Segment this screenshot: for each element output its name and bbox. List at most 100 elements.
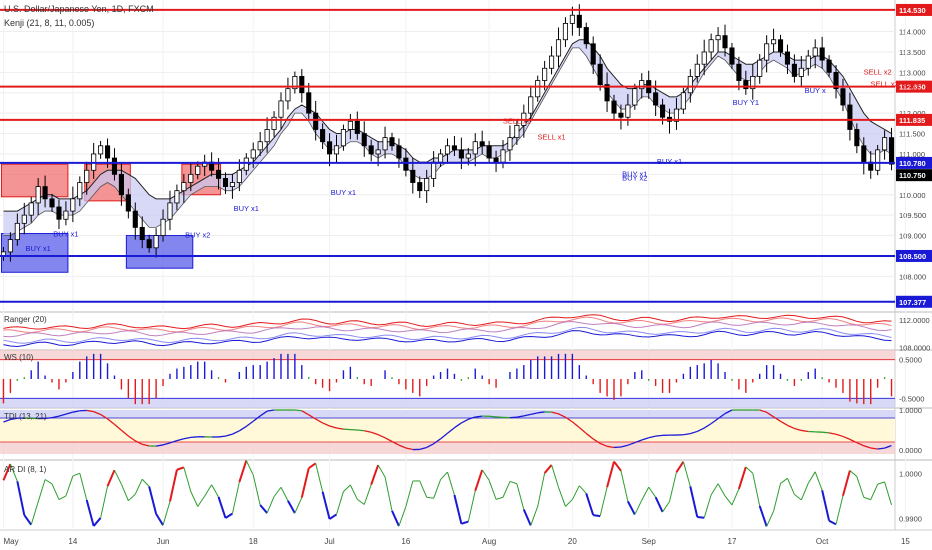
ardi-line-segment: [148, 486, 158, 515]
tdi-line-segment: [599, 442, 608, 447]
tdi-line-segment: [225, 433, 233, 437]
tdi-line-segment: [696, 427, 705, 433]
last-price-bg: [896, 169, 932, 182]
candle-body: [500, 149, 506, 163]
candle-body: [132, 210, 138, 228]
tdi-line-segment: [239, 425, 247, 432]
candle-body: [701, 51, 707, 65]
ardi-line-segment: [141, 478, 150, 487]
level-label-bg: [896, 80, 932, 93]
tdi-line-segment: [142, 443, 150, 447]
candle-body: [576, 14, 582, 28]
x-tick-label: 14: [68, 537, 77, 546]
ardi-line-segment: [349, 484, 358, 500]
tdi-line-segment: [648, 435, 656, 439]
ardi-line-segment: [357, 498, 365, 505]
ardi-line-segment: [433, 479, 442, 499]
candle-body: [70, 198, 76, 212]
sell-zone-box: [0, 163, 69, 198]
ardi-line-segment: [495, 496, 504, 500]
ardi-line-segment: [92, 517, 102, 527]
pane-title: Ranger (20): [4, 315, 47, 324]
tdi-line-segment: [606, 445, 615, 449]
ardi-line-segment: [85, 499, 95, 527]
candle-body: [125, 194, 131, 212]
ardi-line-segment: [884, 481, 893, 506]
candle-body: [673, 108, 680, 122]
signal-label: BUY x1: [26, 244, 51, 253]
ardi-line-segment: [849, 470, 858, 477]
ardi-line-segment: [447, 471, 455, 496]
tdi-line-segment: [690, 430, 698, 435]
candle-body: [98, 145, 104, 155]
ardi-line-segment: [300, 467, 310, 498]
tdi-line-segment: [801, 429, 809, 433]
candle-body: [694, 63, 700, 77]
ardi-line-segment: [453, 494, 463, 525]
ardi-line-segment: [877, 481, 885, 485]
signal-label: BUY x2: [622, 173, 647, 182]
candle-body: [535, 80, 541, 98]
x-tick-label: Jun: [157, 537, 170, 546]
ardi-line-segment: [155, 513, 164, 526]
tdi-line-segment: [121, 429, 129, 437]
candle-body: [181, 182, 187, 192]
level-label-bg: [896, 156, 932, 169]
ardi-line-segment: [176, 466, 185, 471]
ardi-line-segment: [461, 520, 469, 525]
tdi-line-segment: [787, 424, 795, 430]
ardi-line-segment: [259, 504, 268, 514]
candle-body: [618, 112, 624, 118]
tdi-line-segment: [162, 442, 171, 446]
level-label: 107.377: [899, 298, 926, 307]
tdi-line-segment: [585, 432, 594, 440]
candle-body: [743, 80, 749, 90]
ardi-line-segment: [329, 513, 338, 520]
tdi-line-segment: [578, 427, 587, 434]
ardi-line-segment: [516, 483, 525, 510]
candle-body: [368, 145, 374, 155]
ardi-line-segment: [100, 486, 109, 519]
ardi-line-segment: [190, 491, 199, 507]
candle-body: [597, 63, 603, 85]
candle-body: [798, 67, 804, 77]
ardi-line-segment: [245, 460, 254, 476]
tdi-line-segment: [10, 417, 18, 421]
candle-body: [14, 222, 20, 241]
ardi-line-segment: [578, 485, 587, 494]
candle-body: [229, 182, 235, 188]
tdi-line-segment: [509, 416, 517, 419]
ardi-line-segment: [745, 466, 754, 474]
ranger-line: [3, 326, 892, 344]
level-label-bg: [896, 295, 932, 308]
pane-title: TDI (13, 21): [4, 412, 47, 421]
tdi-line-segment: [301, 410, 310, 416]
ardi-line-segment: [731, 488, 740, 506]
y-tick-label: 0.9900: [899, 515, 922, 524]
tdi-line-segment: [863, 445, 871, 449]
ardi-line-segment: [363, 484, 372, 505]
x-tick-label: 20: [568, 537, 577, 546]
tdi-line-segment: [822, 431, 830, 434]
candle-body: [375, 149, 381, 155]
tdi-line-segment: [86, 409, 94, 413]
candle-body: [84, 169, 90, 183]
ardi-line-segment: [252, 474, 261, 506]
tdi-line-segment: [766, 411, 774, 418]
signal-label: BUY x1: [234, 204, 259, 213]
ardi-line-segment: [780, 477, 788, 484]
candle-body: [680, 92, 686, 110]
tdi-line-segment: [308, 414, 317, 420]
ardi-line-segment: [593, 514, 601, 518]
ardi-line-segment: [641, 486, 650, 501]
ardi-line-segment: [606, 461, 615, 488]
tdi-line-segment: [717, 413, 726, 420]
tdi-line-segment: [683, 432, 691, 436]
tdi-line-segment: [523, 413, 531, 417]
tdi-line-segment: [516, 415, 524, 418]
tdi-line-segment: [294, 409, 302, 412]
tdi-line-segment: [322, 422, 330, 427]
candle-body: [562, 22, 568, 41]
ardi-line-segment: [828, 519, 837, 526]
